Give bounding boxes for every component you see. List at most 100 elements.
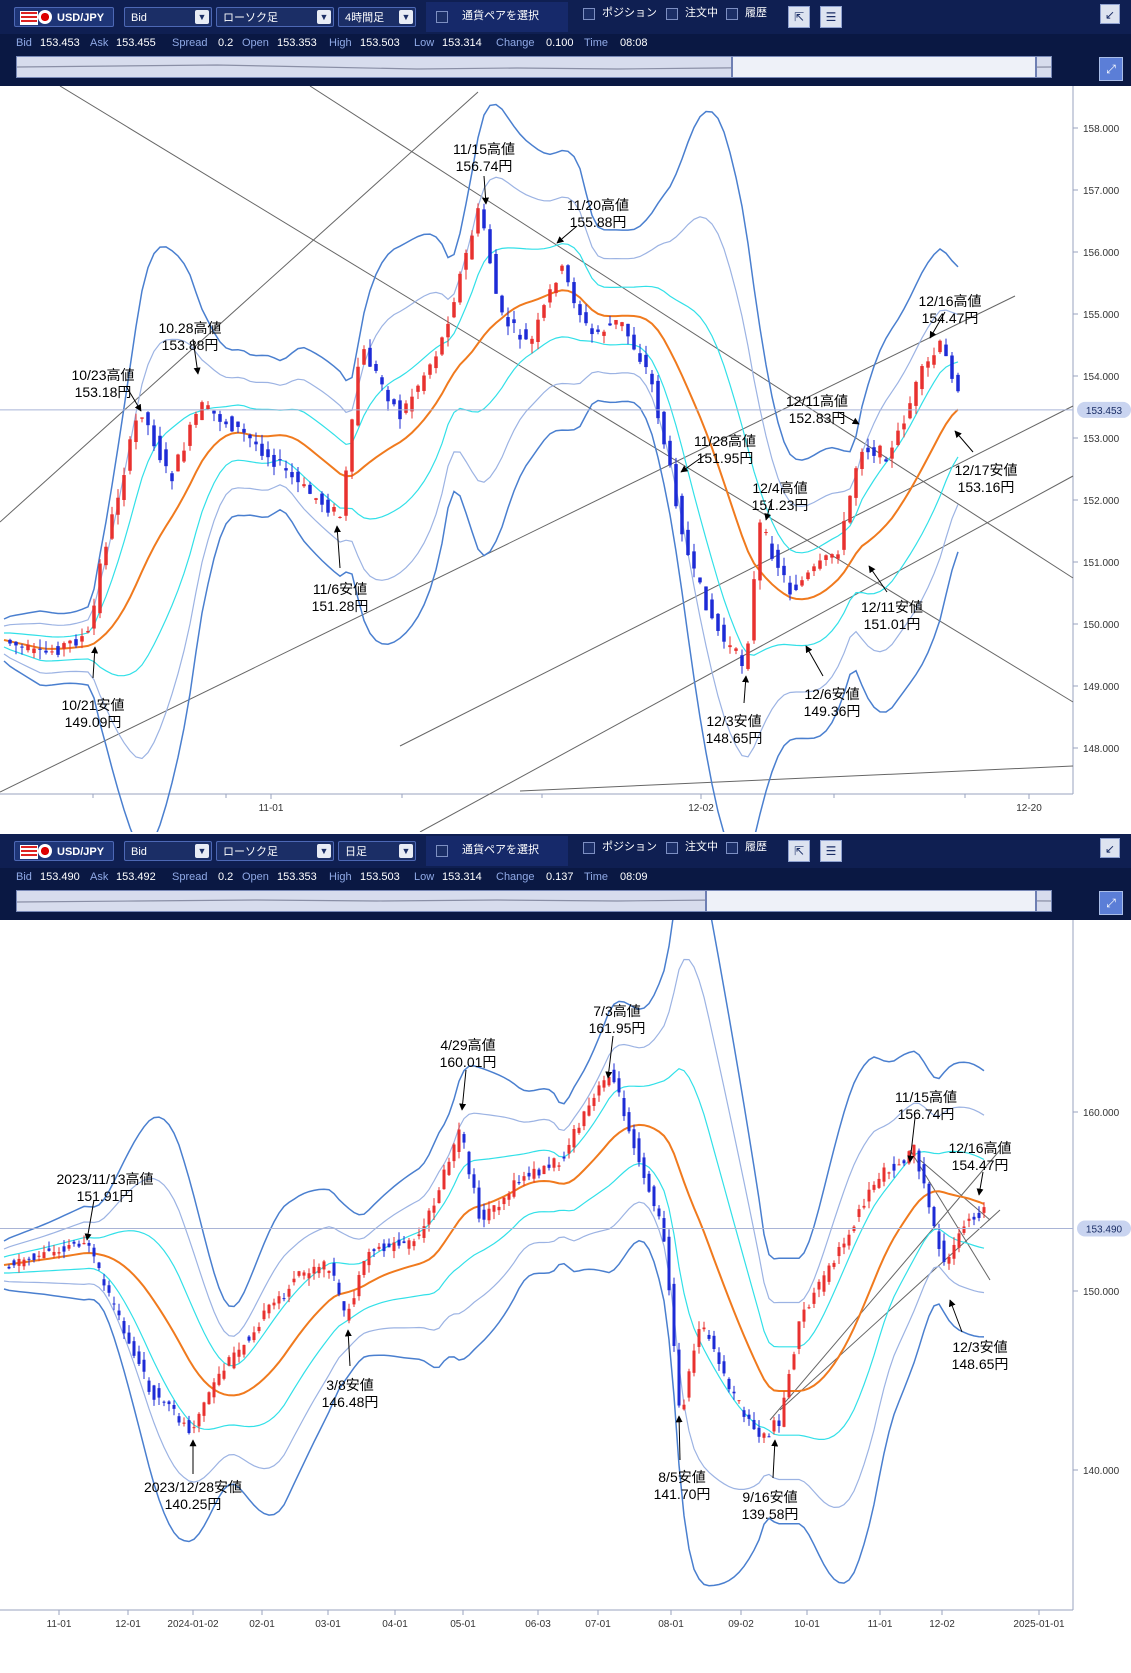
zoom-fit-icon[interactable]: ⤢ [1099, 57, 1123, 81]
chart-kind-select[interactable]: ローソク足 ▼ [216, 841, 334, 861]
candle-body [872, 1184, 876, 1190]
candle-body [236, 421, 240, 428]
candle-body [367, 1251, 371, 1266]
navigator-scrollbar[interactable] [16, 56, 1052, 78]
candle-body [578, 304, 582, 316]
candle-body [657, 1208, 661, 1217]
y-tick-label: 150.000 [1083, 1287, 1120, 1298]
history-checkbox[interactable] [726, 8, 738, 20]
candle-body [392, 1242, 396, 1252]
annotation-label: 12/17安値 [954, 462, 1017, 478]
x-tick-label: 09-02 [728, 1619, 754, 1630]
candle-body [592, 1097, 596, 1106]
y-tick-label: 156.000 [1083, 248, 1120, 259]
layout-icon[interactable]: ☰ [820, 840, 842, 862]
annotation-price: 148.65円 [706, 730, 763, 746]
candle-body [587, 1105, 591, 1116]
timeframe-select[interactable]: 日足 ▼ [338, 841, 416, 861]
candle-body [812, 1292, 816, 1304]
navigator-handle[interactable] [731, 57, 1037, 77]
select-pair-label: 通貨ペアを選択 [462, 10, 539, 22]
minimize-icon[interactable]: ↙ [1100, 838, 1120, 858]
candle-body [440, 337, 444, 355]
candle-body [277, 1296, 281, 1304]
annotation-arrow [605, 1035, 614, 1079]
candle-body [584, 312, 588, 324]
x-tick-label: 2024-01-02 [167, 1619, 219, 1630]
chart-background [0, 86, 1131, 832]
annotation-arrow [459, 1069, 467, 1111]
candle-body [386, 389, 390, 402]
candle-body [452, 1144, 456, 1162]
x-tick-label: 11-01 [868, 1619, 893, 1630]
quote-value: 0.2 [218, 37, 234, 49]
candle-body [177, 1416, 181, 1423]
history-label: 履歴 [745, 841, 767, 853]
navigator-handle[interactable] [705, 891, 1037, 911]
orders-checkbox[interactable] [666, 8, 678, 20]
y-tick-label: 148.000 [1083, 744, 1120, 755]
pair-selector[interactable]: USD/JPY [14, 841, 114, 861]
candle-body [374, 364, 378, 371]
candle-body [827, 1265, 831, 1282]
candle-body [857, 1209, 861, 1217]
minimize-icon[interactable]: ↙ [1100, 4, 1120, 24]
timeframe-select[interactable]: 4時間足 ▼ [338, 7, 416, 27]
chart-kind-select[interactable]: ローソク足 ▼ [216, 7, 334, 27]
annotation-price: 151.01円 [864, 616, 921, 632]
candle-body [80, 636, 84, 642]
annotation-label: 12/16高値 [918, 293, 981, 309]
zoom-fit-icon[interactable]: ⤢ [1099, 891, 1123, 915]
navigator-scrollbar[interactable] [16, 890, 1052, 912]
candle-body [247, 1336, 251, 1341]
quote-value: 153.314 [442, 37, 482, 49]
candle-body [422, 1226, 426, 1238]
annotation-price: 148.65円 [952, 1356, 1009, 1372]
history-checkbox[interactable] [726, 842, 738, 854]
orders-checkbox[interactable] [666, 842, 678, 854]
candle-body [757, 1427, 761, 1437]
candle-body [642, 1157, 646, 1178]
candle-body [152, 1385, 156, 1400]
candle-body [926, 361, 930, 368]
annotation-arrow [333, 525, 341, 569]
candle-body [127, 1332, 131, 1344]
position-checkbox[interactable] [583, 842, 595, 854]
candle-body [692, 1350, 696, 1373]
position-label: ポジション [602, 841, 657, 853]
price-type-select[interactable]: Bid ▼ [124, 7, 212, 27]
select-pair-checkbox[interactable] [436, 845, 448, 857]
candle-body [494, 254, 498, 294]
current-price-badge [1077, 1220, 1131, 1237]
position-checkbox[interactable] [583, 8, 595, 20]
annotation-label: 11/15高値 [453, 141, 515, 157]
candle-body [12, 1260, 16, 1266]
candle-body [194, 413, 198, 425]
select-pair-checkbox[interactable] [436, 11, 448, 23]
candle-body [567, 1144, 571, 1154]
x-tick-label: 12-02 [688, 803, 714, 814]
pair-selector[interactable]: USD/JPY [14, 7, 114, 27]
y-tick-label: 155.000 [1083, 310, 1120, 321]
quote-key: Bid [16, 871, 32, 883]
layout-icon[interactable]: ☰ [820, 6, 842, 28]
candle-body [344, 470, 348, 516]
annotation-label: 12/3安値 [706, 713, 761, 729]
toolbar: USD/JPY Bid ▼ ローソク足 ▼ 4時間足 ▼ 通貨ペアを選択 ポジション … [0, 0, 1131, 34]
candle-body [434, 356, 438, 369]
chart-settings-icon[interactable]: ⇱ [788, 840, 810, 862]
x-tick-label: 12-01 [115, 1619, 141, 1630]
candle-body [132, 1341, 136, 1356]
chart-settings-icon[interactable]: ⇱ [788, 6, 810, 28]
price-type-select[interactable]: Bid ▼ [124, 841, 212, 861]
candle-body [982, 1207, 986, 1213]
current-price-label: 153.453 [1086, 406, 1123, 417]
candle-body [20, 646, 24, 648]
candle-body [842, 1243, 846, 1248]
candle-body [792, 1354, 796, 1370]
candle-body [944, 344, 948, 357]
annotation-arrow [907, 1117, 916, 1163]
candle-body [517, 1182, 521, 1184]
candle-body [282, 1298, 286, 1300]
candle-body [77, 1243, 81, 1247]
